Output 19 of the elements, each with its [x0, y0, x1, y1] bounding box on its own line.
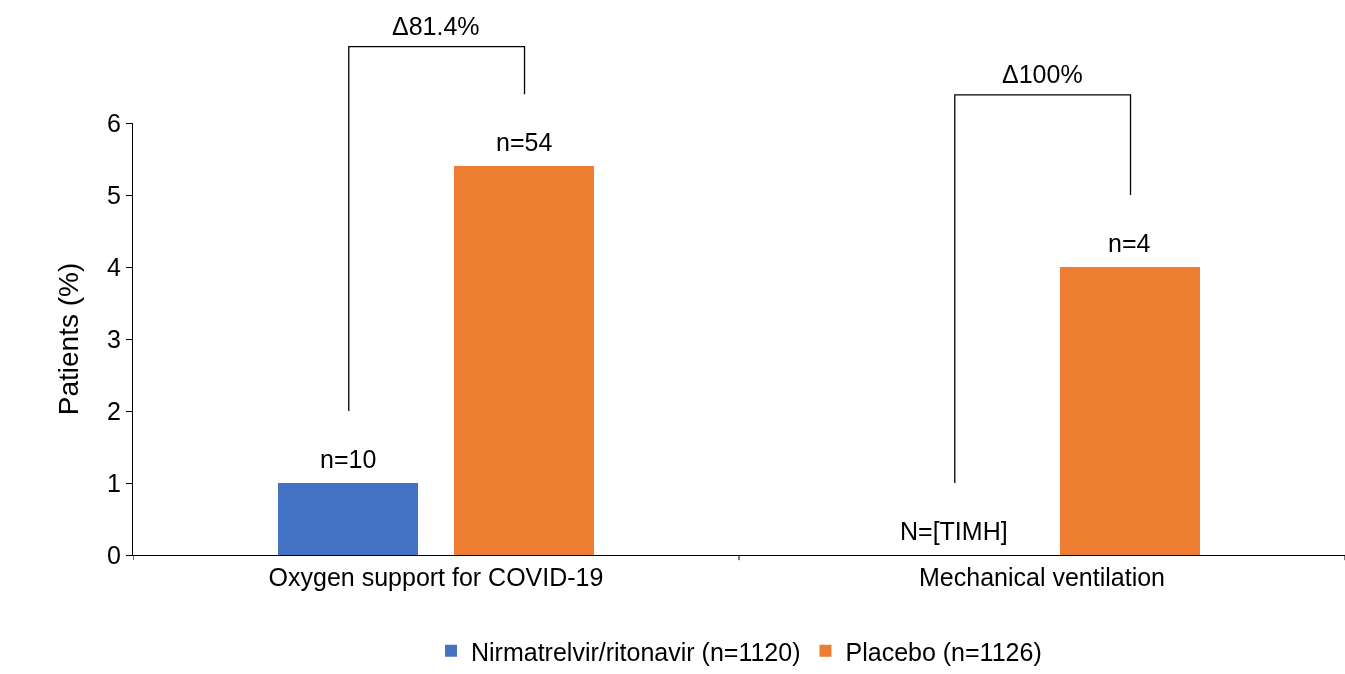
- y-tick-label: 6: [107, 108, 121, 137]
- annotation: n=10: [320, 445, 377, 473]
- annotation: N=[TIMH]: [900, 517, 1008, 545]
- legend-label: Placebo (n=1126): [845, 637, 1042, 666]
- legend-label: Nirmatrelvir/ritonavir (n=1120): [471, 637, 801, 666]
- y-tick-label: 2: [107, 396, 121, 425]
- y-tick-label: 1: [107, 468, 121, 497]
- bar: [278, 483, 418, 555]
- y-tick-label: 0: [107, 540, 121, 569]
- annotation: n=4: [1108, 229, 1151, 257]
- y-tick-label: 5: [107, 180, 121, 209]
- text: Δ81.4%: [392, 12, 480, 40]
- y-tick-label: 3: [107, 324, 121, 353]
- x-tick-label: Oxygen support for COVID-19: [268, 563, 604, 591]
- text: Δ100%: [1002, 60, 1083, 88]
- x-tick-label: Mechanical ventilation: [919, 563, 1165, 591]
- y-tick-label: 4: [107, 252, 122, 281]
- y-axis-title: Patients (%): [52, 262, 84, 416]
- annotation: n=54: [496, 128, 553, 156]
